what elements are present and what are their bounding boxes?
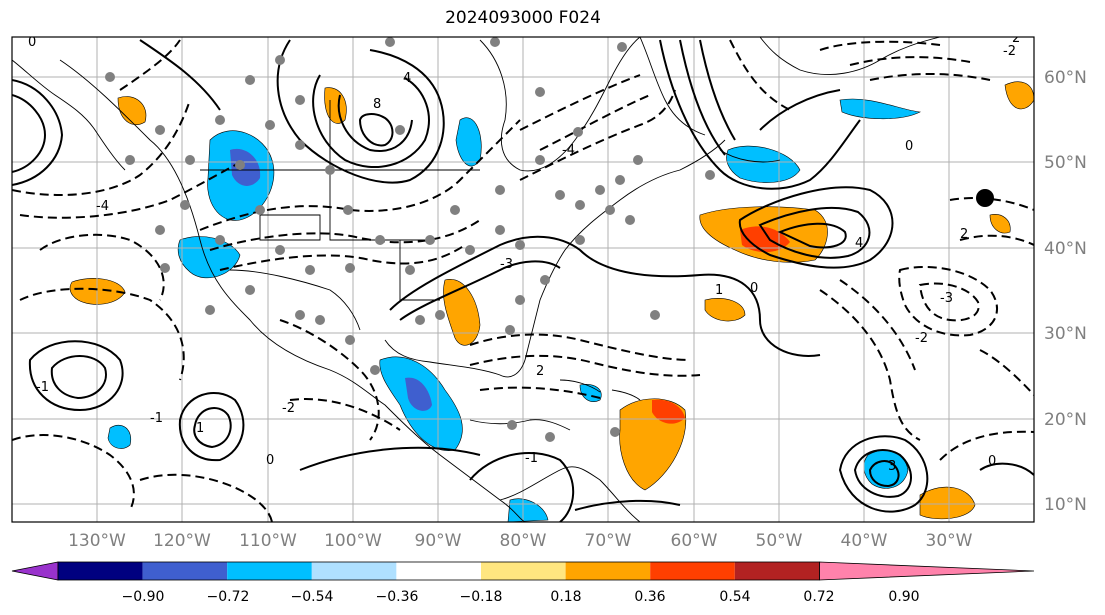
lon-tick-label: 120°W — [153, 531, 211, 551]
contour-label: -1 — [150, 411, 163, 426]
contour-label: 8 — [373, 97, 381, 112]
colorbar-tick-label: 0.18 — [550, 589, 581, 605]
colorbar-tick-label: 0.36 — [634, 589, 665, 605]
lon-tick-label: 130°W — [68, 531, 126, 551]
colorbar: −0.90 −0.72 −0.54 −0.36 −0.18 0.18 0.36 … — [11, 561, 1035, 605]
lon-ticks: 130°W 120°W 110°W 100°W 90°W 80°W 70°W 6… — [68, 531, 973, 551]
shade-orange-gulf — [443, 279, 481, 346]
colorbar-swatch — [481, 562, 566, 580]
contour-label: 2 — [536, 364, 544, 379]
colorbar-tick-label: −0.54 — [291, 589, 334, 605]
lat-tick-label: 60°N — [1044, 68, 1087, 88]
colorbar-tick-label: −0.36 — [376, 589, 419, 605]
colorbar-extend-high — [819, 561, 1035, 581]
colorbar-tick-label: 0.54 — [719, 589, 750, 605]
lat-tick-label: 30°N — [1044, 324, 1087, 344]
map-title: 2024093000 F024 — [445, 8, 601, 28]
colorbar-swatch — [58, 562, 143, 580]
contour-label: -3 — [500, 257, 513, 272]
coastlines — [12, 37, 941, 522]
lat-tick-label: 40°N — [1044, 239, 1087, 259]
contour-label: -1 — [36, 380, 49, 395]
anomaly-shading — [69, 81, 1034, 522]
lon-tick-label: 90°W — [415, 531, 462, 551]
contour-label: 0 — [28, 35, 36, 50]
contour-label: -2 — [915, 331, 928, 346]
lon-tick-label: 80°W — [500, 531, 547, 551]
colorbar-swatch — [565, 562, 651, 580]
colorbar-tick-label: −0.90 — [122, 589, 165, 605]
contour-label: 0 — [988, 454, 996, 469]
colorbar-tick-label: 0.72 — [803, 589, 834, 605]
shade-orange-pacific-ca — [69, 278, 126, 305]
lat-tick-label: 50°N — [1044, 153, 1087, 173]
lon-tick-label: 100°W — [324, 531, 382, 551]
shade-orange-nw — [117, 96, 147, 126]
shade-blue-greenland — [839, 98, 922, 120]
lat-tick-label: 10°N — [1044, 495, 1087, 515]
colorbar-swatch — [311, 562, 397, 580]
contour-label: 1 — [196, 421, 204, 436]
shade-navy-rockies — [230, 148, 261, 186]
shade-orange-azores — [989, 214, 1011, 234]
shade-red-caribbean — [652, 399, 685, 424]
shade-orange-ne-atl — [1004, 81, 1034, 110]
lon-tick-label: 110°W — [239, 531, 297, 551]
solid-contours — [12, 39, 1034, 522]
shade-navy-mexico — [405, 377, 432, 411]
shade-orange-se-atl — [919, 486, 976, 520]
contour-label: 0 — [266, 453, 274, 468]
contour-label: 2 — [1012, 31, 1020, 46]
shade-orange-ca-atl — [704, 298, 746, 322]
shade-blue-newfoundland — [726, 145, 801, 183]
contour-label: 2 — [960, 227, 968, 242]
contour-label: 4 — [403, 71, 411, 86]
contour-label: 3 — [888, 459, 896, 474]
contour-label: -1 — [525, 451, 538, 466]
contour-label: 1 — [715, 283, 723, 298]
colorbar-tick-label: −0.72 — [207, 589, 250, 605]
contour-labels: 0 8 -4 4 -2 2 -1 1 -3 3 -4 0 1 -2 2 -1 0… — [28, 31, 1020, 474]
colorbar-swatch — [142, 562, 228, 580]
contour-label: 4 — [855, 236, 863, 251]
colorbar-extend-low — [11, 561, 59, 581]
colorbar-tick-label: 0.90 — [888, 589, 919, 605]
lon-tick-label: 30°W — [926, 531, 973, 551]
lon-tick-label: 60°W — [671, 531, 718, 551]
contour-label: -2 — [1003, 44, 1016, 59]
colorbar-swatch — [396, 562, 481, 580]
lon-tick-label: 50°W — [756, 531, 803, 551]
lat-tick-label: 20°N — [1044, 410, 1087, 430]
contour-label: 0 — [750, 281, 758, 296]
colorbar-swatch — [734, 562, 820, 580]
map-frame — [11, 36, 1035, 523]
dashed-contours — [12, 39, 1034, 522]
shade-blue-pacific — [107, 424, 132, 449]
colorbar-swatch — [650, 562, 735, 580]
colorbar-swatch — [227, 562, 312, 580]
colorbar-border — [57, 561, 820, 581]
contour-label: -3 — [940, 291, 953, 306]
shade-red-atlantic-mid — [740, 226, 790, 253]
contour-label: 0 — [905, 139, 913, 154]
lon-tick-label: 40°W — [841, 531, 888, 551]
marker-dot — [976, 189, 994, 207]
colorbar-swatches — [11, 561, 1035, 581]
colorbar-tick-label: −0.18 — [460, 589, 503, 605]
lon-tick-label: 70°W — [585, 531, 632, 551]
contour-label: -2 — [282, 401, 295, 416]
contour-label: -4 — [96, 199, 109, 214]
station-dots — [105, 37, 715, 442]
contour-label: -4 — [562, 143, 575, 158]
lat-ticks: 60°N 50°N 40°N 30°N 20°N 10°N — [1044, 68, 1087, 515]
colorbar-tick-labels: −0.90 −0.72 −0.54 −0.36 −0.18 0.18 0.36 … — [122, 589, 920, 605]
